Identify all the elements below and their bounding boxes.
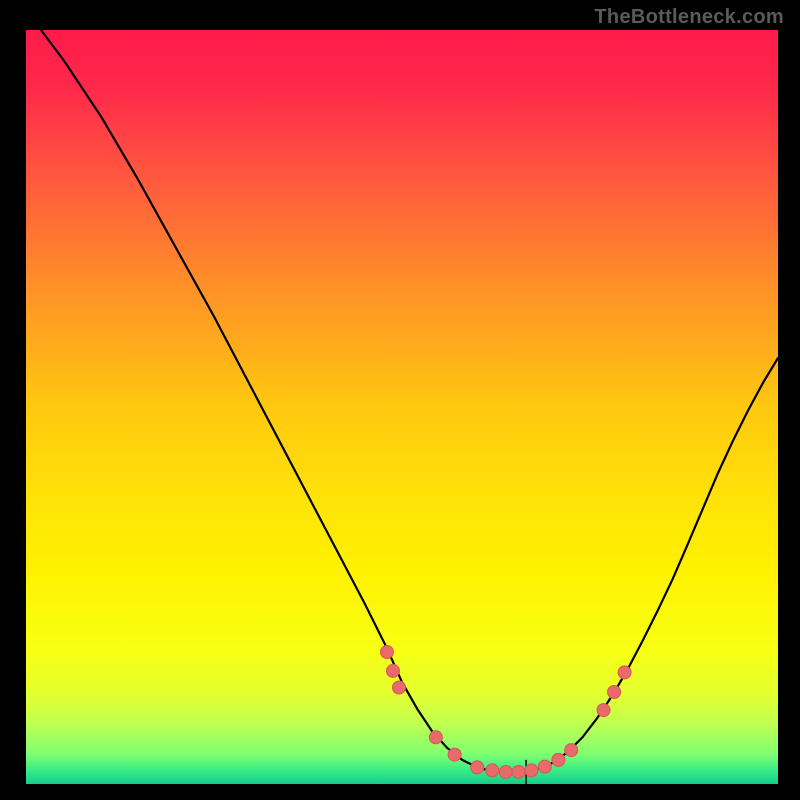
data-marker xyxy=(525,764,538,777)
watermark-text: TheBottleneck.com xyxy=(594,6,784,29)
chart-svg xyxy=(26,30,778,784)
data-marker xyxy=(486,764,499,777)
data-marker xyxy=(392,681,405,694)
data-marker xyxy=(597,704,610,717)
data-marker xyxy=(499,765,512,778)
data-marker xyxy=(380,646,393,659)
data-marker xyxy=(618,666,631,679)
data-marker xyxy=(538,760,551,773)
data-marker xyxy=(471,761,484,774)
data-marker xyxy=(386,664,399,677)
data-marker xyxy=(608,686,621,699)
data-marker xyxy=(512,765,525,778)
data-marker xyxy=(552,753,565,766)
data-marker xyxy=(565,744,578,757)
chart-container: TheBottleneck.com xyxy=(0,0,800,800)
gradient-background xyxy=(26,30,778,784)
data-marker xyxy=(429,731,442,744)
data-marker xyxy=(448,748,461,761)
